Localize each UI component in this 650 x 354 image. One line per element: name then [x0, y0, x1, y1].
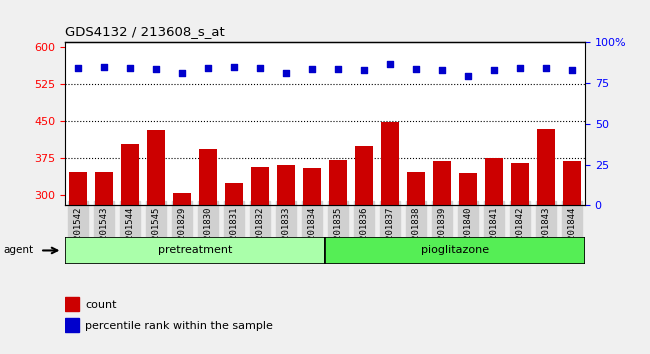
Bar [407, 172, 425, 343]
Text: pioglitazone: pioglitazone [421, 245, 489, 256]
Bar [303, 168, 321, 343]
Point [385, 61, 395, 67]
Text: percentile rank within the sample: percentile rank within the sample [85, 321, 273, 331]
Point [567, 67, 577, 73]
Bar [65, 297, 79, 311]
Bar [147, 130, 165, 343]
Bar [511, 164, 529, 343]
Bar [121, 144, 139, 343]
Point [515, 65, 525, 71]
Bar [65, 318, 79, 332]
Point [151, 66, 161, 72]
Point [489, 67, 499, 73]
Point [541, 65, 551, 71]
Point [73, 65, 83, 71]
Bar [433, 161, 451, 343]
Point [463, 73, 473, 78]
Bar [563, 161, 581, 343]
Point [177, 70, 187, 76]
Bar [277, 165, 295, 343]
Point [281, 70, 291, 76]
Point [203, 65, 213, 71]
Point [229, 64, 239, 70]
Bar [485, 159, 503, 343]
Bar [381, 122, 399, 343]
Bar [95, 172, 113, 343]
Text: agent: agent [3, 245, 33, 256]
Text: pretreatment: pretreatment [158, 245, 232, 256]
Bar [355, 146, 373, 343]
Point [255, 65, 265, 71]
Point [437, 67, 447, 73]
Bar [199, 149, 217, 343]
Bar [325, 237, 585, 264]
Bar [537, 129, 555, 343]
Point [411, 66, 421, 72]
Bar [225, 183, 243, 343]
Point [99, 64, 109, 70]
Bar [251, 167, 269, 343]
Point [359, 67, 369, 73]
Bar [173, 193, 191, 343]
Text: count: count [85, 300, 116, 310]
Bar [69, 172, 87, 343]
Text: GDS4132 / 213608_s_at: GDS4132 / 213608_s_at [65, 25, 225, 38]
Bar [329, 160, 347, 343]
Point [333, 66, 343, 72]
Point [307, 66, 317, 72]
Bar [459, 173, 477, 343]
Bar [65, 237, 325, 264]
Point [125, 65, 135, 71]
